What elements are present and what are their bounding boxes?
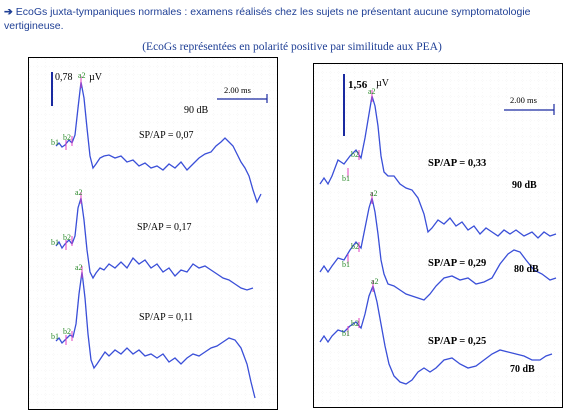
sp-ap-ratio-2: SP/AP = 0,17 — [137, 222, 191, 233]
label-b2: b2 — [351, 150, 359, 159]
marker-group-left — [65, 76, 83, 345]
label-b2: b2 — [63, 327, 71, 336]
right-ecog-panel: 1,56 µV 2.00 ms b1 b2 a2 SP/AP = 0,33 90… — [313, 63, 563, 408]
arrow-icon: ➔ — [4, 6, 13, 18]
ecog-trace-2 — [319, 197, 557, 301]
sp-ap-ratio-1: SP/AP = 0,07 — [139, 130, 193, 141]
ecog-trace-1 — [55, 81, 262, 204]
amplitude-scale-value: 0,78 — [55, 72, 73, 83]
intensity-label-1: 90 dB — [512, 180, 537, 191]
label-a2: a2 — [78, 71, 86, 80]
marker-group-right — [347, 90, 374, 336]
intensity-label: 90 dB — [184, 105, 209, 116]
intensity-label-3: 70 dB — [510, 364, 535, 375]
label-a2: a2 — [368, 87, 376, 96]
sp-ap-ratio-2: SP/AP = 0,29 — [428, 258, 486, 269]
label-b1: b1 — [51, 332, 59, 341]
sp-ap-ratio-3: SP/AP = 0,25 — [428, 336, 486, 347]
label-b2: b2 — [63, 233, 71, 242]
sp-ap-ratio-3: SP/AP = 0,11 — [139, 312, 193, 323]
label-b1: b1 — [342, 260, 350, 269]
label-a2: a2 — [75, 188, 83, 197]
time-scale-label: 2.00 ms — [510, 95, 537, 105]
left-ecog-plot: 0,78 µV 2.00 ms 90 dB b1 b2 a2 SP/AP = 0… — [29, 58, 277, 409]
amplitude-scale-unit: µV — [89, 72, 103, 83]
label-b1: b1 — [342, 329, 350, 338]
label-a2: a2 — [370, 189, 378, 198]
subtitle: (EcoGs représentées en polarité positive… — [142, 41, 442, 53]
amplitude-scale-unit: µV — [376, 78, 390, 89]
ecog-trace-3 — [55, 271, 256, 399]
ecog-trace-1 — [319, 95, 557, 239]
right-ecog-plot: 1,56 µV 2.00 ms b1 b2 a2 SP/AP = 0,33 90… — [314, 64, 562, 407]
left-ecog-panel: 0,78 µV 2.00 ms 90 dB b1 b2 a2 SP/AP = 0… — [28, 57, 278, 410]
intensity-label-2: 80 dB — [514, 264, 539, 275]
header-text: ➔ EcoGs juxta-tympaniques normales : exa… — [4, 5, 580, 33]
label-a2: a2 — [75, 263, 83, 272]
label-b2: b2 — [63, 133, 71, 142]
time-scale-label: 2.00 ms — [224, 85, 251, 95]
amplitude-scale-value: 1,56 — [348, 79, 368, 91]
ecog-trace-2 — [55, 197, 254, 291]
sp-ap-ratio-1: SP/AP = 0,33 — [428, 158, 486, 169]
label-b2: b2 — [351, 319, 359, 328]
label-a2: a2 — [371, 277, 379, 286]
label-b1: b1 — [51, 238, 59, 247]
header-description: EcoGs juxta-tympaniques normales : exame… — [4, 6, 531, 32]
label-b2: b2 — [351, 242, 359, 251]
ecog-trace-3 — [319, 283, 553, 385]
label-b1: b1 — [342, 174, 350, 183]
label-b1: b1 — [51, 138, 59, 147]
